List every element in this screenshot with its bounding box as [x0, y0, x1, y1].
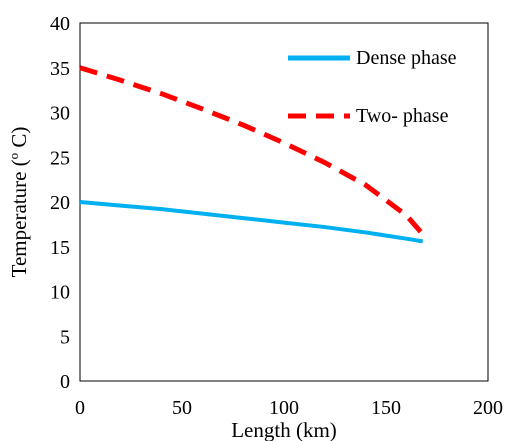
x-tick-label: 100	[269, 397, 299, 419]
x-tick-label: 0	[75, 397, 85, 419]
y-tick-label: 15	[50, 237, 70, 259]
y-tick-label: 0	[60, 371, 70, 393]
plot-area-border	[79, 22, 489, 382]
series-line-dense-phase	[79, 200, 424, 244]
y-tick-label: 40	[50, 13, 70, 35]
legend-label-two-phase: Two- phase	[356, 105, 449, 127]
y-axis-title: Temperature (o C)	[6, 127, 31, 278]
x-axis-ticks: 0 50 100 150 200	[75, 397, 503, 419]
y-axis-title-main: Temperature (	[7, 159, 31, 277]
x-tick-label: 150	[371, 397, 401, 419]
legend: Dense phase Two- phase	[288, 47, 457, 127]
y-tick-label: 10	[50, 282, 70, 304]
y-tick-label: 35	[50, 58, 70, 80]
y-axis-ticks: 0 5 10 15 20 25 30 35 40	[50, 13, 70, 393]
y-axis-title-tail: C)	[7, 127, 31, 153]
legend-label-dense-phase: Dense phase	[356, 47, 457, 69]
y-tick-label: 30	[50, 103, 70, 125]
x-axis-title: Length (km)	[231, 418, 337, 441]
series-layer	[79, 65, 425, 244]
x-tick-label: 50	[172, 397, 192, 419]
y-axis-title-superscript: o	[6, 153, 21, 160]
plot-frame	[79, 22, 489, 382]
y-tick-label: 20	[50, 192, 70, 214]
y-tick-label: 5	[60, 326, 70, 348]
x-tick-label: 200	[473, 397, 503, 419]
series-line-two-phase	[79, 65, 425, 236]
y-tick-label: 25	[50, 147, 70, 169]
